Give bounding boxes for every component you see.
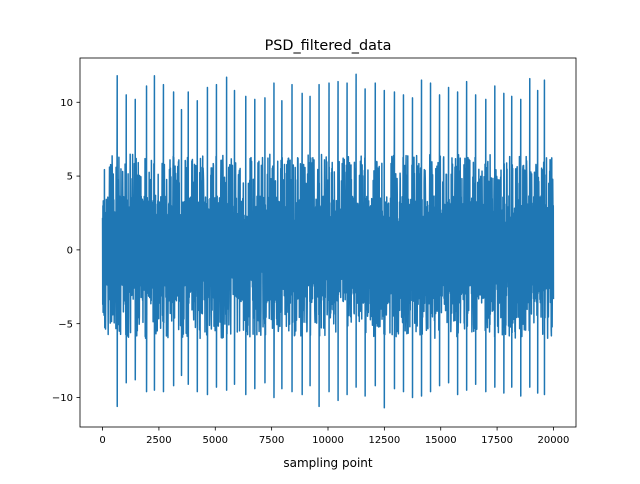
y-tick-label: 10 [60,98,73,109]
x-tick-label: 15000 [425,435,457,446]
x-tick-label: 10000 [312,435,344,446]
y-tick-label: 5 [67,172,73,183]
x-tick-label: 0 [99,435,105,446]
y-tick-label: −5 [58,319,73,330]
series-layer [101,73,555,409]
chart-title: PSD_filtered_data [265,38,392,54]
series-line [101,73,555,409]
plot-area [101,73,555,409]
y-tick-label: 0 [67,245,73,256]
x-tick-label: 17500 [481,435,513,446]
x-tick-label: 2500 [146,435,171,446]
x-tick-label: 5000 [203,435,228,446]
y-tick-label: −10 [52,393,73,404]
x-tick-label: 12500 [368,435,400,446]
axes-layer: 0 2500 5000 7500 10000 12500 15000 17500 20000 −1… [52,57,577,446]
x-tick-label: 7500 [259,435,284,446]
x-tick-label: 20000 [538,435,570,446]
x-axis-label: sampling point [283,456,373,470]
